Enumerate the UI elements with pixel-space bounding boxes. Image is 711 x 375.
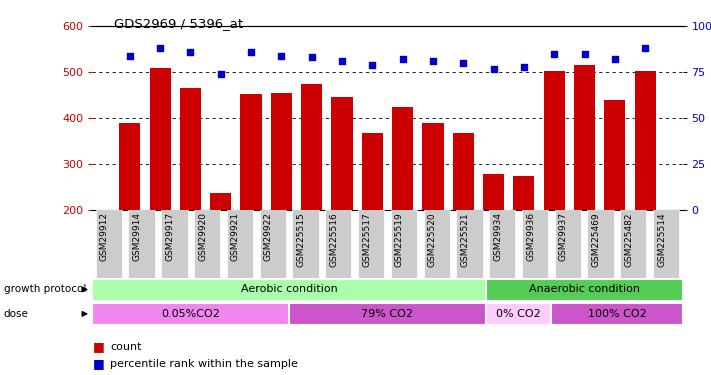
Bar (513, 177, 535, 210)
Text: 0% CO2: 0% CO2 (496, 309, 541, 319)
Point (276, 53, 287, 58)
Bar (422, 123, 444, 210)
Text: 79% CO2: 79% CO2 (361, 309, 414, 319)
Text: Anaerobic condition: Anaerobic condition (529, 284, 640, 294)
Text: GSM225521: GSM225521 (461, 212, 469, 267)
Text: GSM225517: GSM225517 (362, 212, 371, 267)
FancyBboxPatch shape (587, 210, 614, 278)
FancyBboxPatch shape (552, 303, 683, 325)
Point (336, 58, 348, 64)
Point (306, 54, 317, 60)
Text: count: count (110, 342, 141, 352)
Text: GSM29934: GSM29934 (493, 212, 502, 261)
Point (518, 64, 530, 70)
Text: GSM225514: GSM225514 (657, 212, 666, 267)
Text: GSM29920: GSM29920 (198, 212, 207, 261)
Point (609, 56, 621, 62)
Text: dose: dose (4, 309, 28, 319)
Text: GSM225515: GSM225515 (296, 212, 306, 267)
Point (548, 51, 560, 57)
Text: GSM29912: GSM29912 (100, 212, 109, 261)
Point (397, 56, 408, 62)
FancyBboxPatch shape (194, 210, 220, 278)
FancyBboxPatch shape (289, 303, 486, 325)
Point (245, 49, 257, 55)
Point (579, 51, 590, 57)
Bar (180, 88, 201, 210)
Bar (483, 174, 504, 210)
Text: GSM29914: GSM29914 (133, 212, 141, 261)
FancyBboxPatch shape (486, 303, 552, 325)
Point (488, 66, 499, 72)
Bar (392, 106, 413, 210)
Text: GSM225469: GSM225469 (592, 212, 601, 267)
FancyBboxPatch shape (424, 210, 450, 278)
FancyBboxPatch shape (489, 210, 515, 278)
FancyBboxPatch shape (96, 210, 122, 278)
Text: GSM225520: GSM225520 (428, 212, 437, 267)
Text: GSM29917: GSM29917 (166, 212, 174, 261)
Text: ■: ■ (92, 340, 105, 353)
Point (185, 49, 196, 55)
Text: percentile rank within the sample: percentile rank within the sample (110, 359, 298, 369)
Text: GSM225482: GSM225482 (624, 212, 634, 267)
FancyBboxPatch shape (522, 210, 548, 278)
Point (367, 62, 378, 68)
Bar (119, 123, 141, 210)
Point (427, 58, 439, 64)
FancyBboxPatch shape (92, 303, 289, 325)
Bar (604, 100, 626, 210)
Bar (149, 68, 171, 210)
Point (124, 53, 136, 58)
Text: Aerobic condition: Aerobic condition (241, 284, 338, 294)
FancyBboxPatch shape (325, 210, 351, 278)
FancyBboxPatch shape (620, 210, 646, 278)
Text: GSM29922: GSM29922 (264, 212, 273, 261)
Point (458, 60, 469, 66)
FancyBboxPatch shape (161, 210, 188, 278)
Bar (453, 133, 474, 210)
Text: growth protocol: growth protocol (4, 285, 86, 294)
FancyBboxPatch shape (227, 210, 253, 278)
Text: 100% CO2: 100% CO2 (587, 309, 646, 319)
FancyBboxPatch shape (129, 210, 155, 278)
Point (215, 71, 227, 77)
Text: ■: ■ (92, 357, 105, 370)
Bar (301, 84, 322, 210)
FancyBboxPatch shape (92, 279, 486, 301)
Text: 0.05%CO2: 0.05%CO2 (161, 309, 220, 319)
FancyBboxPatch shape (653, 210, 679, 278)
FancyBboxPatch shape (260, 210, 286, 278)
Bar (362, 133, 383, 210)
Text: GSM225519: GSM225519 (395, 212, 404, 267)
FancyBboxPatch shape (391, 210, 417, 278)
FancyBboxPatch shape (456, 210, 483, 278)
Bar (271, 93, 292, 210)
FancyBboxPatch shape (486, 279, 683, 301)
FancyBboxPatch shape (292, 210, 319, 278)
FancyBboxPatch shape (358, 210, 384, 278)
Bar (634, 71, 656, 210)
Bar (331, 98, 353, 210)
FancyBboxPatch shape (555, 210, 581, 278)
Bar (574, 65, 595, 210)
Text: GDS2969 / 5396_at: GDS2969 / 5396_at (114, 17, 243, 30)
Bar (240, 94, 262, 210)
Text: GSM29936: GSM29936 (526, 212, 535, 261)
Text: GSM225516: GSM225516 (329, 212, 338, 267)
Point (154, 45, 166, 51)
Point (639, 45, 651, 51)
Bar (544, 71, 565, 210)
Text: GSM29921: GSM29921 (231, 212, 240, 261)
Bar (210, 192, 231, 210)
Text: GSM29937: GSM29937 (559, 212, 568, 261)
